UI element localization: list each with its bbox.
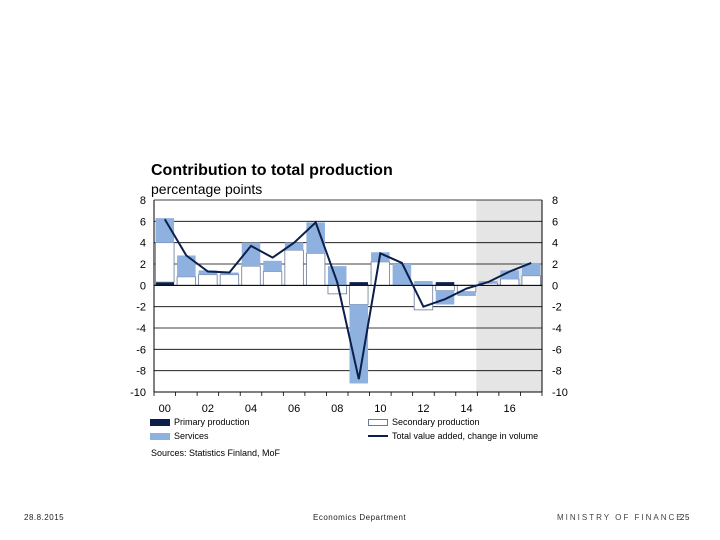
- bar-primary: [155, 282, 175, 286]
- bar-services: [457, 291, 476, 296]
- bar-services: [198, 270, 218, 275]
- chart-subtitle: percentage points: [151, 181, 263, 197]
- legend-item-total: Total value added, change in volume: [368, 431, 538, 441]
- bar-services: [155, 218, 175, 243]
- legend-label-secondary: Secondary production: [392, 417, 480, 427]
- legend-swatch-services: [150, 432, 170, 440]
- legend-item-secondary: Secondary production: [368, 417, 480, 427]
- ministry-logo-text: MINISTRY OF FINANCE: [557, 513, 684, 522]
- bar-services: [521, 262, 541, 276]
- chart-legend: Primary production Secondary production …: [150, 417, 560, 447]
- x-tick-label: 02: [202, 403, 214, 415]
- bar-secondary: [262, 271, 283, 286]
- bar-secondary: [155, 242, 175, 283]
- bar-secondary: [349, 284, 369, 305]
- bar-secondary: [219, 274, 240, 286]
- y-tick-label-right: -2: [552, 302, 562, 314]
- bar-secondary: [435, 284, 455, 292]
- bar-services: [284, 242, 304, 251]
- x-tick-label: 12: [417, 403, 429, 415]
- bar-secondary: [305, 252, 326, 286]
- legend-swatch-primary: [150, 418, 170, 426]
- bar-secondary: [176, 276, 197, 286]
- y-tick-label-right: -6: [552, 344, 562, 356]
- y-tick-label-left: -2: [136, 302, 146, 314]
- bar-primary: [349, 282, 369, 286]
- bar-secondary: [241, 265, 261, 286]
- chart-title: Contribution to total production: [151, 162, 393, 179]
- y-tick-label-right: 4: [552, 238, 558, 250]
- y-tick-label-right: 6: [552, 216, 558, 228]
- bar-services: [220, 272, 239, 275]
- y-tick-label-left: -8: [136, 366, 146, 378]
- y-tick-label-left: 8: [140, 195, 146, 207]
- bar-secondary: [521, 275, 541, 286]
- y-tick-label-right: -4: [552, 323, 562, 335]
- y-tick-label-left: -4: [136, 323, 146, 335]
- legend-item-services: Services: [150, 431, 209, 441]
- legend-swatch-total: [368, 435, 388, 437]
- bar-services: [306, 222, 325, 254]
- bar-primary: [435, 282, 455, 286]
- x-tick-label: 10: [374, 403, 386, 415]
- y-tick-label-left: -6: [136, 344, 146, 356]
- footer-date: 28.8.2015: [24, 513, 65, 522]
- legend-label-services: Services: [174, 431, 209, 441]
- bar-services: [392, 264, 412, 286]
- bar-services: [263, 260, 282, 272]
- x-tick-label: 04: [245, 403, 257, 415]
- y-tick-label-left: 2: [140, 259, 146, 271]
- bar-services: [349, 304, 369, 384]
- chart-source: Sources: Statistics Finland, MoF: [151, 448, 281, 458]
- x-tick-label: 00: [159, 403, 171, 415]
- y-tick-label-left: 0: [140, 280, 146, 292]
- y-tick-label-right: 8: [552, 195, 558, 207]
- y-tick-label-right: -10: [552, 387, 568, 399]
- y-tick-label-left: 4: [140, 238, 146, 250]
- legend-label-primary: Primary production: [174, 417, 250, 427]
- x-tick-label: 06: [288, 403, 300, 415]
- x-tick-label: 14: [460, 403, 472, 415]
- forecast-shade: [476, 200, 542, 392]
- y-tick-label-right: -8: [552, 366, 562, 378]
- bar-secondary: [370, 261, 391, 286]
- y-tick-label-left: -10: [130, 387, 146, 399]
- legend-item-primary: Primary production: [150, 417, 250, 427]
- y-tick-label-left: 6: [140, 216, 146, 228]
- y-tick-label-right: 0: [552, 280, 558, 292]
- bar-services: [414, 281, 433, 286]
- bar-secondary: [499, 278, 520, 286]
- y-tick-label-right: 2: [552, 259, 558, 271]
- legend-swatch-secondary: [368, 418, 388, 426]
- bar-services: [177, 255, 196, 277]
- total-value-added-line: [163, 218, 532, 380]
- legend-label-total: Total value added, change in volume: [392, 431, 539, 441]
- page-number: 25: [680, 513, 690, 522]
- bar-secondary: [284, 249, 304, 286]
- footer-department: Economics Department: [313, 513, 407, 522]
- x-tick-label: 08: [331, 403, 343, 415]
- bar-secondary: [198, 274, 218, 286]
- bar-services: [500, 270, 519, 279]
- x-tick-label: 16: [504, 403, 516, 415]
